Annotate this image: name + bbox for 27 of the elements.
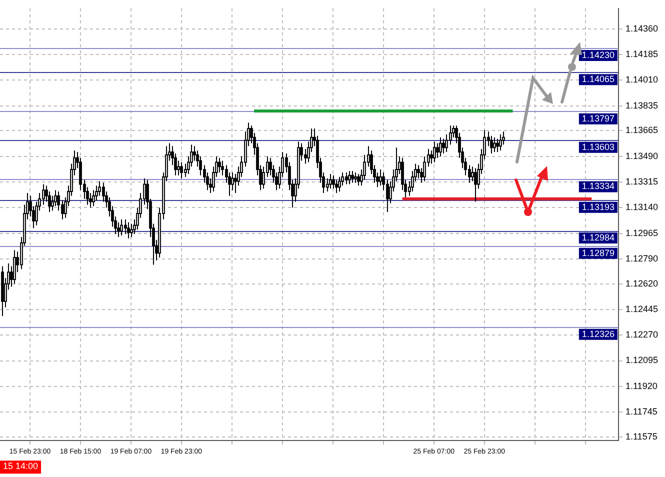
y-tick-label: 1.13140 (625, 202, 658, 212)
ref-line-label: 1.13193 (582, 202, 614, 212)
y-tick-label: 1.14185 (625, 49, 658, 60)
y-tick-label: 1.12270 (625, 330, 658, 340)
ref-line-label: 1.12984 (582, 232, 614, 242)
text: 15 14:00 (3, 461, 38, 472)
ref-line-label: 1.14065 (582, 74, 614, 84)
y-tick-label: 1.13835 (625, 100, 658, 110)
y-tick-label: 1.12620 (625, 278, 658, 288)
y-tick-label: 1.12445 (625, 304, 658, 314)
ref-line-label: 1.12879 (582, 248, 614, 258)
ref-line-label: 1.13797 (582, 113, 614, 124)
y-tick-label: 1.11575 (625, 431, 658, 442)
y-tick-label: 1.13315 (625, 176, 658, 186)
ref-line-label: 1.12326 (582, 328, 614, 339)
y-tick-label: 1.13665 (625, 125, 658, 136)
ref-line-label: 1.13334 (582, 181, 614, 192)
ref-line-label: 1.13603 (582, 142, 614, 152)
y-tick-label: 1.11920 (625, 380, 658, 391)
ref-line-label: 1.14230 (582, 50, 614, 60)
y-tick-label: 1.11745 (625, 406, 658, 417)
y-tick-label: 1.14010 (625, 74, 658, 85)
y-tick-label: 1.14360 (625, 23, 658, 34)
y-tick-label: 1.12965 (625, 228, 658, 238)
y-tick-label: 1.12790 (625, 253, 658, 264)
y-tick-label: 1.13490 (625, 150, 658, 161)
y-tick-label: 1.12095 (625, 355, 658, 366)
